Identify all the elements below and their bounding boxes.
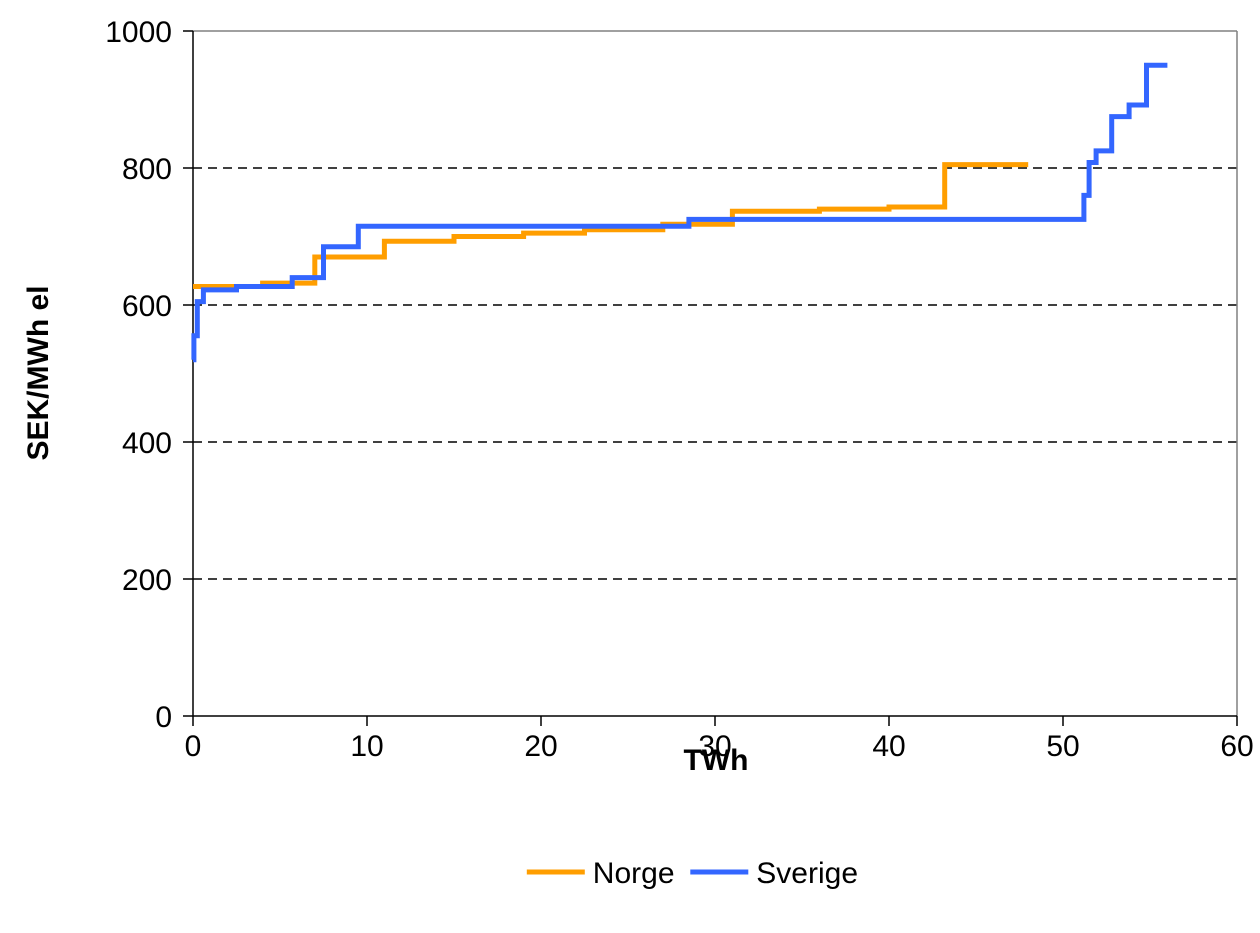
x-tick-label-30: 30 — [698, 730, 731, 763]
y-tick-label-400: 400 — [122, 427, 172, 460]
x-tick-label-40: 40 — [872, 730, 905, 763]
x-tick-label-20: 20 — [524, 730, 557, 763]
x-tick-label-0: 0 — [185, 730, 202, 763]
legend: Norge Sverige — [526, 857, 858, 890]
legend-label-norge: Norge — [593, 857, 675, 890]
y-tick-label-0: 0 — [155, 701, 172, 734]
y-tick-label-1000: 1000 — [105, 16, 172, 49]
y-tick-label-800: 800 — [122, 153, 172, 186]
x-tick-label-50: 50 — [1046, 730, 1079, 763]
y-axis-title: SEK/MWh el — [22, 285, 55, 460]
x-tick-label-60: 60 — [1220, 730, 1253, 763]
x-axis-title: TWh — [684, 744, 749, 777]
y-tick-label-600: 600 — [122, 290, 172, 323]
legend-label-sverige: Sverige — [756, 857, 858, 890]
axis-layer — [183, 30, 1238, 726]
series-line-sverige — [191, 62, 1168, 363]
series-layer — [191, 62, 1168, 363]
x-tick-label-10: 10 — [350, 730, 383, 763]
grid-layer — [193, 167, 1237, 580]
series-line-norge — [193, 162, 1029, 289]
y-tick-label-200: 200 — [122, 564, 172, 597]
tick-label-layer: 0 200 400 600 800 1000 0 10 20 30 40 50 60 — [105, 16, 1253, 763]
